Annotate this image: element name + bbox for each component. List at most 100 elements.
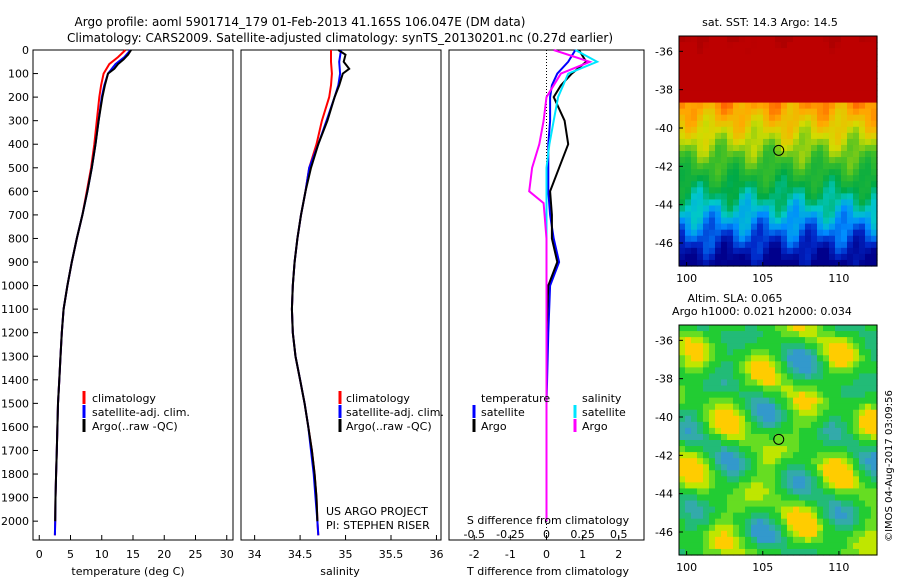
- map-cell: [751, 482, 758, 490]
- map-cell: [715, 427, 722, 435]
- map-cell: [835, 66, 842, 73]
- map-cell: [793, 132, 800, 140]
- map-cell: [715, 470, 722, 477]
- map-cell: [679, 536, 686, 544]
- map-cell: [841, 488, 848, 496]
- map-cell: [805, 506, 812, 514]
- map-cell: [781, 470, 788, 477]
- map-cell: [685, 524, 692, 532]
- map-cell: [709, 415, 716, 423]
- map-cell: [835, 163, 842, 170]
- map-cell: [811, 482, 818, 490]
- s-tick-label: 0.5: [610, 528, 628, 541]
- map-cell: [769, 512, 776, 520]
- map-cell: [721, 343, 728, 350]
- map-cell: [805, 108, 812, 116]
- map-cell: [679, 175, 686, 182]
- map-cell: [715, 494, 722, 502]
- map-cell: [817, 235, 824, 243]
- map-cell: [757, 355, 764, 362]
- map-cell: [709, 78, 716, 86]
- map-cell: [709, 379, 716, 387]
- map-cell: [775, 181, 782, 188]
- map-cell: [823, 72, 830, 79]
- map-cell: [751, 211, 758, 219]
- map-cell: [859, 542, 866, 550]
- map-cell: [727, 536, 734, 544]
- map-cell: [853, 421, 860, 429]
- map-cell: [865, 199, 872, 207]
- salinity-legend: climatology satellite-adj. clim. Argo(..…: [338, 391, 444, 433]
- legend-title-salinity: salinity: [582, 392, 622, 405]
- map-cell: [823, 476, 830, 483]
- map-cell: [847, 138, 854, 146]
- map-cell: [781, 373, 788, 381]
- map-cell: [757, 157, 764, 164]
- map-cell: [679, 66, 686, 73]
- map-cell: [847, 157, 854, 164]
- map-cell: [871, 518, 878, 526]
- map-cell: [679, 373, 686, 381]
- map-cell: [829, 464, 836, 471]
- map-cell: [859, 367, 866, 375]
- map-cell: [871, 138, 878, 146]
- map-cell: [775, 542, 782, 550]
- map-cell: [703, 542, 710, 550]
- map-cell: [733, 548, 740, 556]
- map-cell: [841, 151, 848, 158]
- map-cell: [703, 494, 710, 502]
- map-cell: [871, 78, 878, 86]
- map-cell: [751, 403, 758, 411]
- map-cell: [733, 42, 740, 49]
- map-cell: [853, 223, 860, 231]
- map-cell: [835, 433, 842, 441]
- map-cell: [829, 108, 836, 116]
- map-cell: [871, 60, 878, 67]
- map-cell: [829, 343, 836, 350]
- map-cell: [847, 464, 854, 471]
- map-cell: [727, 530, 734, 538]
- map-cell: [823, 415, 830, 423]
- map-cell: [769, 397, 776, 405]
- map-cell: [751, 542, 758, 550]
- map-cell: [727, 175, 734, 182]
- difference-legend: temperature satellite Argo salinity sate…: [472, 392, 626, 433]
- map-cell: [685, 199, 692, 207]
- map-cell: [871, 96, 878, 104]
- map-cell: [703, 482, 710, 490]
- map-cell: [805, 84, 812, 92]
- map-cell: [679, 343, 686, 350]
- map-cell: [865, 440, 872, 447]
- map-cell: [775, 144, 782, 152]
- map-x-tick-label: 100: [676, 272, 697, 285]
- map-cell: [805, 379, 812, 387]
- map-cell: [871, 331, 878, 338]
- map-cell: [685, 337, 692, 344]
- map-cell: [769, 78, 776, 86]
- map-cell: [775, 199, 782, 207]
- map-cell: [739, 126, 746, 134]
- map-cell: [817, 48, 824, 55]
- map-cell: [679, 506, 686, 514]
- map-cell: [751, 433, 758, 441]
- map-cell: [859, 36, 866, 43]
- map-cell: [775, 138, 782, 146]
- map-cell: [739, 409, 746, 417]
- map-cell: [793, 253, 800, 261]
- map-cell: [733, 343, 740, 350]
- map-cell: [709, 470, 716, 477]
- map-cell: [697, 199, 704, 207]
- map-cell: [787, 512, 794, 520]
- map-cell: [805, 181, 812, 188]
- map-cell: [841, 530, 848, 538]
- map-cell: [739, 48, 746, 55]
- map-cell: [685, 163, 692, 170]
- map-cell: [799, 96, 806, 104]
- map-cell: [679, 169, 686, 176]
- map-cell: [679, 464, 686, 471]
- map-cell: [757, 211, 764, 219]
- map-cell: [745, 169, 752, 176]
- map-cell: [787, 379, 794, 387]
- map-cell: [727, 355, 734, 362]
- map-cell: [865, 379, 872, 387]
